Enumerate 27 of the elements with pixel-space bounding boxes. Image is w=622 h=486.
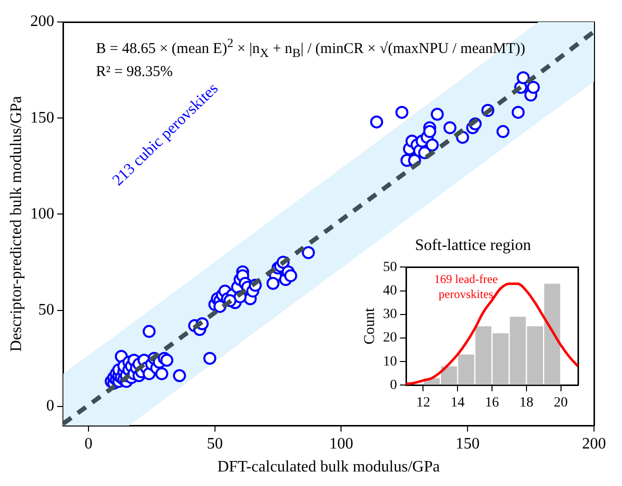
y-axis-title: Descriptor-predicted bulk modulus/GPa — [8, 96, 25, 352]
y-tick-label: 150 — [30, 109, 54, 126]
y-tick-label: 50 — [383, 260, 397, 275]
y-axis-title: Count — [362, 307, 378, 345]
x-tick-label: 50 — [206, 435, 223, 452]
x-tick-label: 20 — [554, 395, 568, 410]
y-tick-label: 100 — [30, 205, 54, 222]
x-tick-label: 18 — [519, 395, 534, 410]
x-tick-label: 150 — [456, 435, 480, 452]
y-tick-label: 50 — [38, 301, 54, 318]
x-tick-label: 12 — [416, 395, 430, 410]
y-tick-label: 200 — [30, 13, 54, 30]
x-tick-label: 100 — [329, 435, 354, 452]
x-tick-label: 14 — [450, 395, 465, 410]
y-tick-label: 0 — [390, 378, 397, 393]
x-tick-label: 200 — [582, 435, 606, 452]
annotation: B = 48.65 × (mean E)$^{2}$ × |n$_{X}$ + n$_{B}$| / (minCR × √(maxNPU / meanMT)) — [96, 36, 526, 61]
annotation: R² = 98.35% — [96, 64, 173, 81]
chart-title: Soft-lattice region — [415, 236, 531, 254]
y-tick-label: 10 — [383, 354, 397, 370]
x-tick-label: 16 — [485, 395, 499, 410]
x-tick-label: 0 — [84, 435, 92, 452]
y-tick-label: 40 — [383, 283, 397, 298]
x-axis-title: DFT-calculated bulk modulus/GPa — [217, 458, 440, 476]
y-tick-label: 30 — [383, 307, 397, 322]
y-tick-label: 20 — [383, 330, 397, 346]
annotation: 169 lead-free perovskites — [433, 272, 499, 302]
